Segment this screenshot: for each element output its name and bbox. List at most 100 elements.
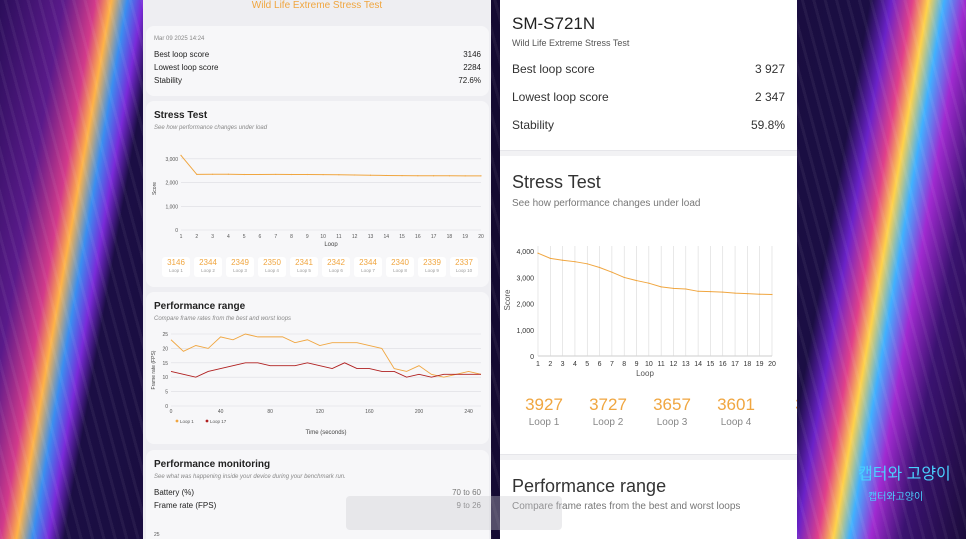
- loop-score-value: 3657: [653, 395, 691, 414]
- data-point: [433, 175, 435, 177]
- performance-monitoring-title: Performance monitoring: [154, 459, 271, 470]
- loop-score-item[interactable]: 3601 Loop 4: [706, 395, 766, 428]
- x-tick-label: 11: [336, 234, 341, 240]
- x-tick-label: 20: [768, 361, 776, 368]
- loop-pill-label: Loop 7: [361, 268, 375, 273]
- data-point: [660, 286, 662, 288]
- x-tick-label: 1: [180, 234, 183, 240]
- performance-range-card: Performance range Compare frame rates fr…: [146, 292, 489, 444]
- section-divider: [500, 454, 797, 460]
- loop-pill[interactable]: 2341 Loop 5: [290, 257, 318, 277]
- stress-test-title: Stress Test: [512, 172, 601, 192]
- loop-pill-score: 2349: [231, 258, 249, 267]
- loop-pill[interactable]: 2344 Loop 2: [194, 257, 222, 277]
- data-point: [211, 173, 214, 175]
- y-tick-label: 5: [165, 390, 168, 396]
- x-axis-label: Time (seconds): [305, 430, 346, 436]
- right-result-panel[interactable]: SM-S721N Wild Life Extreme Stress Test B…: [500, 0, 797, 539]
- data-point: [243, 173, 245, 176]
- data-point: [549, 257, 551, 259]
- data-point: [709, 290, 712, 293]
- loop-pill[interactable]: 2340 Loop 8: [386, 257, 414, 277]
- loop-pill-score: 3146: [167, 258, 185, 267]
- data-point: [259, 173, 261, 176]
- x-tick-label: 15: [707, 361, 715, 368]
- x-tick-label: 15: [399, 234, 405, 240]
- data-point: [464, 175, 466, 177]
- x-tick-label: 14: [383, 234, 389, 240]
- y-tick-label: 1,000: [165, 204, 178, 210]
- x-tick-label: 19: [462, 234, 468, 240]
- best-loop-row: Best loop score 3146: [154, 50, 481, 59]
- data-point: [275, 173, 277, 176]
- loop-pill-label: Loop 5: [297, 268, 311, 273]
- y-tick-label: 2,000: [516, 302, 534, 309]
- y-axis-label: Score: [503, 289, 512, 310]
- data-point: [697, 290, 699, 292]
- loop-pill[interactable]: 2344 Loop 7: [354, 257, 382, 277]
- loop-score-value: 3727: [589, 395, 627, 414]
- data-point: [734, 292, 736, 294]
- data-point: [537, 252, 539, 254]
- x-tick-label: 18: [743, 361, 751, 368]
- performance-monitoring-subtitle: See what was happening inside your devic…: [154, 474, 346, 480]
- y-tick-label: 10: [162, 375, 168, 381]
- y-tick-label: 0: [175, 228, 178, 234]
- x-tick-label: 6: [259, 234, 262, 240]
- summary-card: Mar 09 2025 14:24 Best loop score 3146 Lo…: [146, 26, 489, 96]
- loop-pill-label: Loop 8: [393, 268, 407, 273]
- loop-score-item[interactable]: 3657 Loop 3: [642, 395, 702, 428]
- data-point: [685, 288, 687, 290]
- watermark-subtitle: 캡터와고양이: [868, 492, 924, 503]
- x-tick-label: 10: [645, 361, 653, 368]
- loop-pill[interactable]: 2350 Loop 4: [258, 257, 286, 277]
- data-point: [180, 154, 182, 156]
- loop-pill[interactable]: 2339 Loop 9: [418, 257, 446, 277]
- data-point: [771, 293, 773, 296]
- x-tick-label: 0: [170, 409, 173, 415]
- loop-pill[interactable]: 2337 Loop 10: [450, 257, 478, 277]
- x-tick-label: 2: [548, 361, 552, 368]
- x-tick-label: 5: [243, 234, 246, 240]
- loop-pill[interactable]: 2349 Loop 3: [226, 257, 254, 277]
- data-point: [648, 282, 650, 284]
- loop-pill-label: Loop 1: [169, 268, 183, 273]
- battery-row: Battery (%) 70 to 60: [154, 488, 481, 497]
- loop-score-item[interactable]: 3927 Loop 1: [514, 395, 574, 428]
- test-name-header: Wild Life Extreme Stress Test: [251, 0, 383, 11]
- y-tick-label: 1,000: [516, 328, 534, 335]
- performance-range-title: Performance range: [154, 301, 246, 312]
- data-point: [448, 175, 451, 177]
- y-tick-label: 2,000: [165, 181, 178, 187]
- x-tick-label: 8: [622, 361, 626, 368]
- frame-rate-chart: 25 20 15 10 5 00 40 80 120 160 200 240 Time (seconds…: [151, 332, 482, 436]
- data-point: [611, 271, 613, 273]
- data-point: [401, 174, 403, 177]
- loop-score-pills: 3146 Loop 1 2344 Loop 2 2349 Loop 3 2350 Loop 4…: [146, 257, 491, 277]
- x-tick-label: 12: [352, 234, 358, 240]
- loop-score-item[interactable]: 3727 Loop 2: [578, 395, 638, 428]
- y-tick-label: 15: [162, 361, 168, 367]
- stress-test-card: Stress Test See how performance changes …: [146, 101, 489, 287]
- loop-score-item[interactable]: 3: [770, 395, 797, 417]
- legend-label: Loop 17: [210, 419, 227, 424]
- y-tick-label: 0: [165, 404, 168, 410]
- data-point: [369, 174, 372, 176]
- data-point: [338, 174, 340, 176]
- x-tick-label: 17: [731, 361, 739, 368]
- stress-test-subtitle: See how performance changes under load: [512, 198, 701, 209]
- x-tick-label: 240: [464, 409, 473, 415]
- loop-pill-score: 2350: [263, 258, 281, 267]
- x-axis-label: Loop: [636, 369, 654, 378]
- loop-pill-score: 2344: [359, 258, 377, 267]
- loop-pill-label: Loop 2: [201, 268, 215, 273]
- data-point: [746, 293, 748, 295]
- left-result-panel[interactable]: Wild Life Extreme Stress Test Mar 09 202…: [143, 0, 491, 539]
- loop-pill[interactable]: 3146 Loop 1: [162, 257, 190, 277]
- loop-pill[interactable]: 2342 Loop 6: [322, 257, 350, 277]
- loop-score-label: Loop 4: [720, 417, 752, 428]
- loop-pill-score: 2342: [327, 258, 345, 267]
- y-axis-label: Score: [152, 182, 158, 195]
- y-tick-label: 0: [530, 354, 534, 361]
